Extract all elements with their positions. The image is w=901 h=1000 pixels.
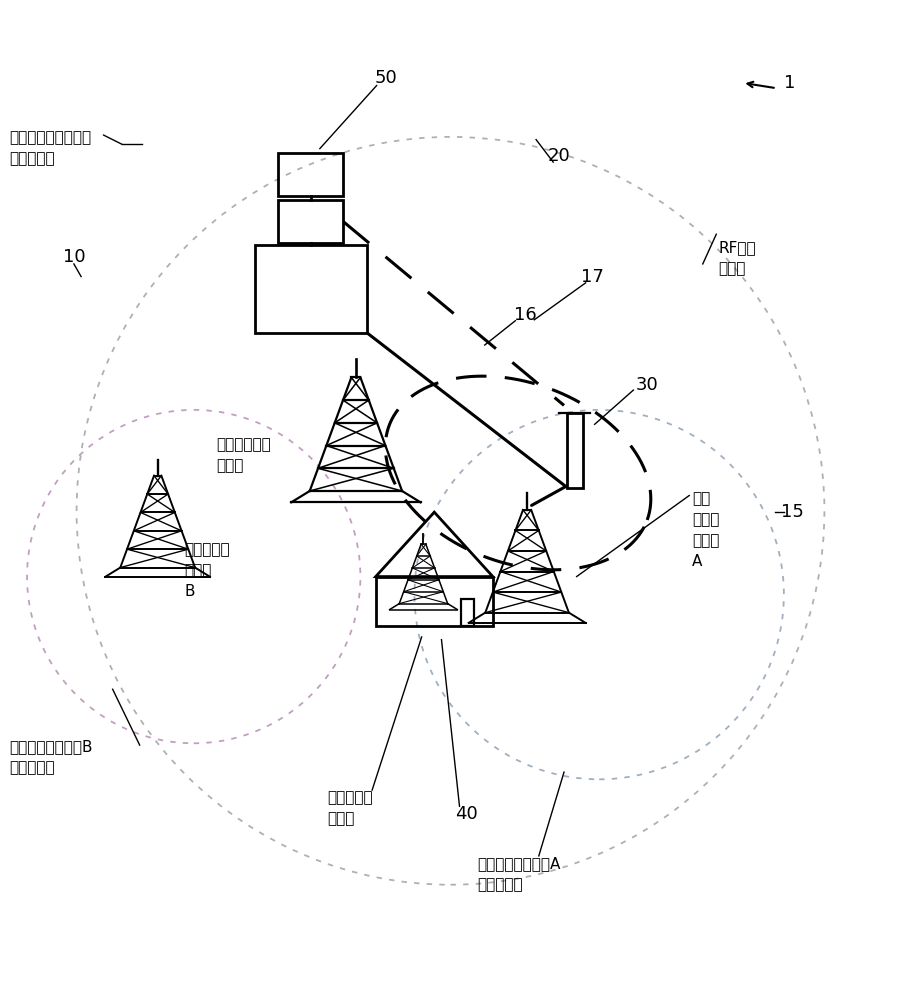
Bar	[460, 599, 474, 626]
Text: 15: 15	[781, 503, 805, 521]
Text: 40: 40	[455, 805, 478, 823]
Text: 16: 16	[514, 306, 537, 324]
Text: 区域性无线电
发送器: 区域性无线电 发送器	[216, 437, 271, 473]
Text: 30: 30	[635, 376, 659, 394]
Bar	[376, 577, 493, 626]
Text: 家庭无线电
发送器: 家庭无线电 发送器	[327, 790, 373, 826]
Bar	[278, 200, 343, 243]
Text: 局域无线电
发送器
B: 局域无线电 发送器 B	[185, 542, 231, 599]
Text: 局域
无线电
发送器
A: 局域 无线电 发送器 A	[692, 491, 719, 569]
Text: 17: 17	[581, 268, 605, 286]
Text: 1: 1	[784, 74, 796, 92]
Text: 区域性无线电发送器
的覆盖区域: 区域性无线电发送器 的覆盖区域	[9, 131, 91, 167]
Bar	[567, 413, 583, 488]
Text: 50: 50	[374, 69, 397, 87]
Bar	[254, 245, 368, 333]
Text: 局域无线电发送器B
的覆盖区域: 局域无线电发送器B 的覆盖区域	[9, 739, 93, 775]
Text: 20: 20	[547, 147, 570, 165]
Text: RF泄漏
的区域: RF泄漏 的区域	[718, 241, 756, 277]
Text: 10: 10	[62, 248, 86, 266]
Text: 局域无线电发送器A
的覆盖区域: 局域无线电发送器A 的覆盖区域	[478, 856, 561, 892]
Bar	[278, 153, 343, 196]
